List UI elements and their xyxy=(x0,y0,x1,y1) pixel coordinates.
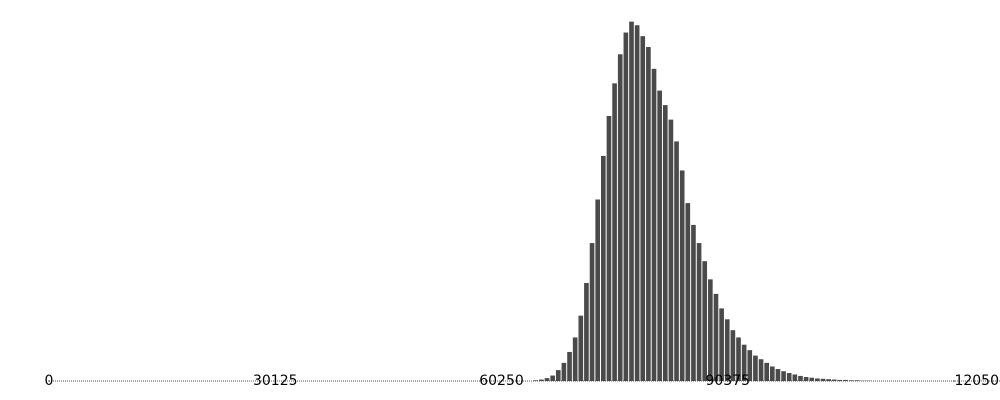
x-tick-label: 0 xyxy=(45,373,54,389)
bar xyxy=(584,282,589,381)
bar xyxy=(758,359,764,381)
bar xyxy=(792,374,798,381)
bar xyxy=(736,337,741,381)
bar xyxy=(606,116,612,381)
bar xyxy=(561,362,567,381)
x-tick-label: 60250 xyxy=(479,373,524,389)
bar xyxy=(719,308,724,381)
bar xyxy=(775,369,781,381)
bar xyxy=(848,380,854,381)
bar xyxy=(634,25,640,381)
x-tick-label: 12050 xyxy=(954,373,999,389)
bar xyxy=(662,105,668,382)
bar xyxy=(651,68,657,381)
bar xyxy=(572,337,578,381)
bar xyxy=(555,370,561,381)
bar xyxy=(685,203,691,381)
bar xyxy=(567,351,572,381)
bar xyxy=(820,378,826,381)
bar xyxy=(831,379,837,381)
bar xyxy=(769,366,775,381)
bar xyxy=(640,36,646,382)
bar xyxy=(753,355,758,381)
bar xyxy=(702,261,708,381)
bar xyxy=(815,378,820,381)
bar xyxy=(798,375,803,381)
bar xyxy=(617,54,623,382)
bar xyxy=(578,315,584,381)
bar xyxy=(544,378,550,381)
bar xyxy=(843,379,848,381)
bar xyxy=(646,47,651,381)
bar xyxy=(713,293,719,381)
bar xyxy=(589,243,595,381)
bar xyxy=(803,377,809,381)
bar xyxy=(668,119,674,381)
bar xyxy=(741,344,747,381)
bar xyxy=(539,379,544,381)
bar xyxy=(623,32,629,382)
bar xyxy=(854,380,860,381)
bar xyxy=(657,90,662,381)
bar xyxy=(550,375,555,381)
bar xyxy=(612,83,617,381)
bar xyxy=(826,379,831,381)
bar xyxy=(629,21,634,381)
bar xyxy=(601,155,606,381)
bar xyxy=(724,319,730,381)
x-tick-label: 30125 xyxy=(253,373,298,389)
bar xyxy=(730,330,736,381)
x-tick-label: 90375 xyxy=(705,373,750,389)
bar xyxy=(533,380,539,381)
bar xyxy=(696,243,702,381)
bar xyxy=(781,371,786,381)
bar xyxy=(809,377,815,381)
bar xyxy=(679,170,685,381)
bar xyxy=(708,279,713,381)
bar xyxy=(595,199,601,381)
bar xyxy=(764,362,769,381)
bar xyxy=(674,141,679,381)
bar xyxy=(747,350,753,381)
bar xyxy=(691,224,696,381)
bar xyxy=(837,379,843,381)
bar xyxy=(786,373,792,381)
